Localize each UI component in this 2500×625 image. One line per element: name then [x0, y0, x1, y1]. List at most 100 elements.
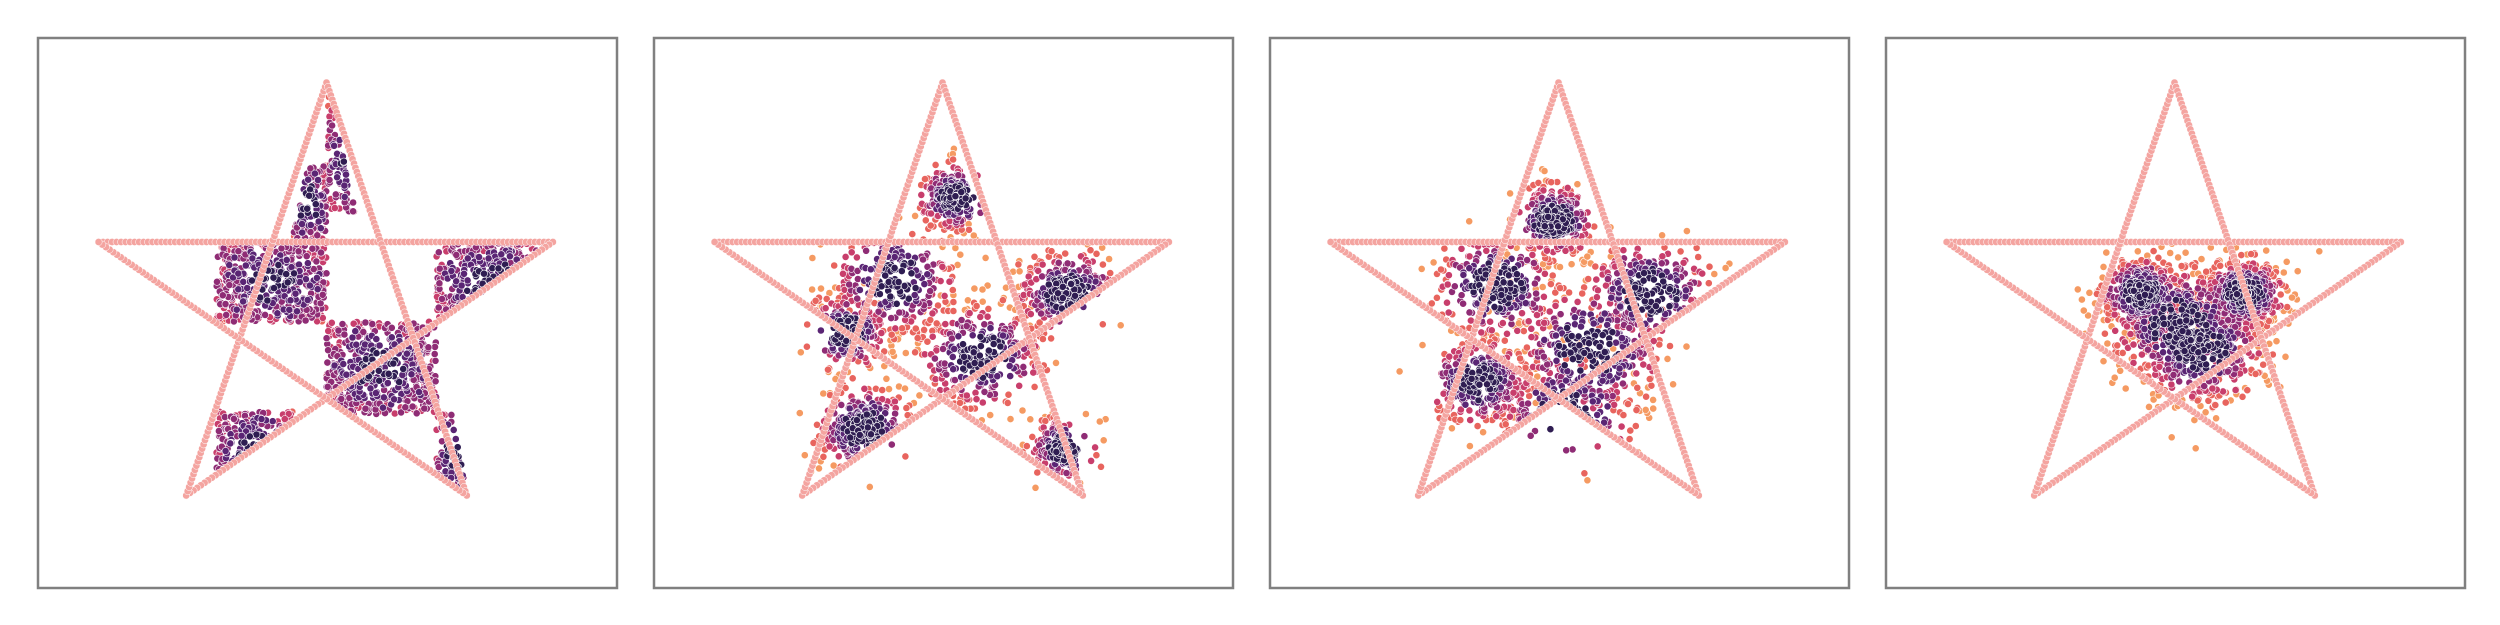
point: [1563, 183, 1572, 192]
point: [821, 304, 830, 313]
point: [384, 369, 393, 378]
point: [844, 317, 853, 325]
point: [273, 309, 282, 318]
point: [915, 391, 924, 400]
point: [1116, 321, 1125, 330]
point: [981, 253, 990, 262]
point: [960, 352, 968, 361]
point: [928, 309, 937, 318]
point: [1547, 178, 1556, 187]
point: [1003, 398, 1012, 407]
point: [361, 340, 369, 349]
point: [848, 374, 857, 383]
point: [222, 310, 231, 319]
point: [407, 370, 416, 379]
point: [399, 364, 408, 373]
point: [305, 191, 314, 200]
point: [1062, 469, 1071, 477]
point: [283, 278, 292, 287]
point: [923, 270, 932, 279]
point: [339, 360, 348, 368]
point: [972, 395, 981, 404]
point: [323, 358, 332, 367]
point: [1663, 354, 1672, 363]
point: [494, 264, 503, 273]
point: [1437, 265, 1445, 274]
point: [219, 244, 228, 253]
point: [372, 335, 381, 343]
point: [834, 452, 843, 461]
point: [1099, 436, 1108, 445]
point: [1500, 336, 1509, 345]
point: [970, 284, 979, 293]
point: [447, 266, 456, 275]
point: [972, 302, 981, 310]
outline-point: [710, 238, 719, 246]
point: [890, 263, 899, 272]
point: [286, 296, 295, 305]
point: [968, 331, 977, 340]
point: [368, 320, 377, 328]
point: [225, 261, 234, 269]
point: [349, 198, 357, 207]
point: [420, 404, 429, 413]
point: [296, 211, 305, 220]
point: [214, 427, 223, 435]
point: [949, 307, 958, 315]
point: [1509, 388, 1518, 397]
point: [940, 291, 949, 300]
point: [361, 404, 370, 413]
point: [965, 309, 974, 318]
point: [1058, 294, 1067, 302]
point: [1026, 310, 1035, 318]
point: [282, 256, 291, 264]
point: [395, 378, 404, 386]
point: [1026, 415, 1035, 424]
point: [919, 255, 927, 264]
point: [1594, 286, 1602, 295]
point: [901, 349, 910, 357]
point: [285, 305, 294, 314]
point: [314, 217, 323, 226]
point: [1082, 410, 1090, 418]
point: [931, 160, 940, 169]
point: [1465, 217, 1474, 226]
point: [1038, 260, 1047, 269]
point: [811, 296, 820, 305]
point: [1619, 246, 1628, 255]
point: [312, 273, 321, 282]
point: [226, 439, 235, 448]
point: [318, 290, 327, 299]
point: [337, 394, 346, 403]
point: [298, 228, 307, 237]
point: [284, 409, 293, 418]
point: [1698, 269, 1707, 278]
point: [325, 175, 334, 184]
point: [310, 169, 319, 178]
point: [913, 334, 922, 342]
point: [986, 411, 995, 419]
point: [1395, 367, 1404, 376]
point: [1518, 309, 1526, 318]
point: [954, 171, 963, 180]
point: [1506, 189, 1514, 198]
point: [457, 281, 466, 290]
point: [993, 372, 1002, 381]
point: [894, 278, 903, 286]
point: [1639, 360, 1648, 369]
point: [1578, 289, 1587, 298]
point: [322, 269, 331, 278]
point: [282, 270, 291, 278]
point: [1705, 262, 1714, 271]
point: [1545, 307, 1554, 316]
point: [349, 207, 357, 216]
point: [293, 307, 301, 316]
point: [1649, 404, 1658, 413]
point: [303, 259, 312, 268]
point: [1633, 383, 1642, 392]
point: [1086, 246, 1095, 255]
point: [932, 319, 941, 328]
point: [252, 430, 261, 439]
point: [387, 333, 396, 342]
point: [234, 269, 243, 278]
